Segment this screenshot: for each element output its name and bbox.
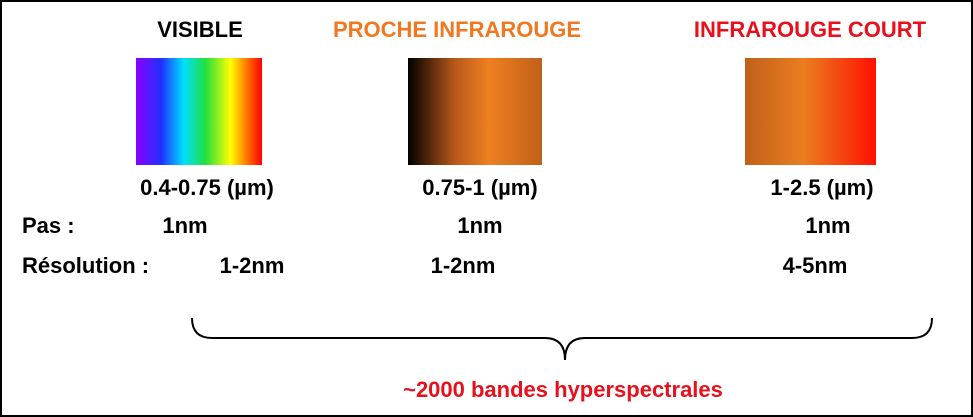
footer-label: ~2000 bandes hyperspectrales — [403, 377, 723, 402]
resolution-value: 1-2nm — [220, 253, 285, 278]
row-label: Pas : — [22, 213, 75, 238]
range-label: 0.75-1 (µm) — [422, 175, 537, 200]
column-title: PROCHE INFRAROUGE — [333, 17, 581, 42]
spectrum-swatch — [408, 58, 542, 165]
step-value: 1nm — [805, 213, 850, 238]
step-value: 1nm — [162, 213, 207, 238]
range-label: 1-2.5 (µm) — [770, 175, 873, 200]
column-title: VISIBLE — [157, 17, 243, 42]
spectrum-swatch — [745, 58, 876, 165]
column-title: INFRAROUGE COURT — [694, 17, 927, 42]
row-label: Résolution : — [22, 253, 149, 278]
brace — [191, 317, 933, 361]
resolution-value: 4-5nm — [783, 253, 848, 278]
resolution-value: 1-2nm — [431, 253, 496, 278]
range-label: 0.4-0.75 (µm) — [140, 175, 274, 200]
step-value: 1nm — [457, 213, 502, 238]
spectrum-swatch — [136, 58, 262, 165]
